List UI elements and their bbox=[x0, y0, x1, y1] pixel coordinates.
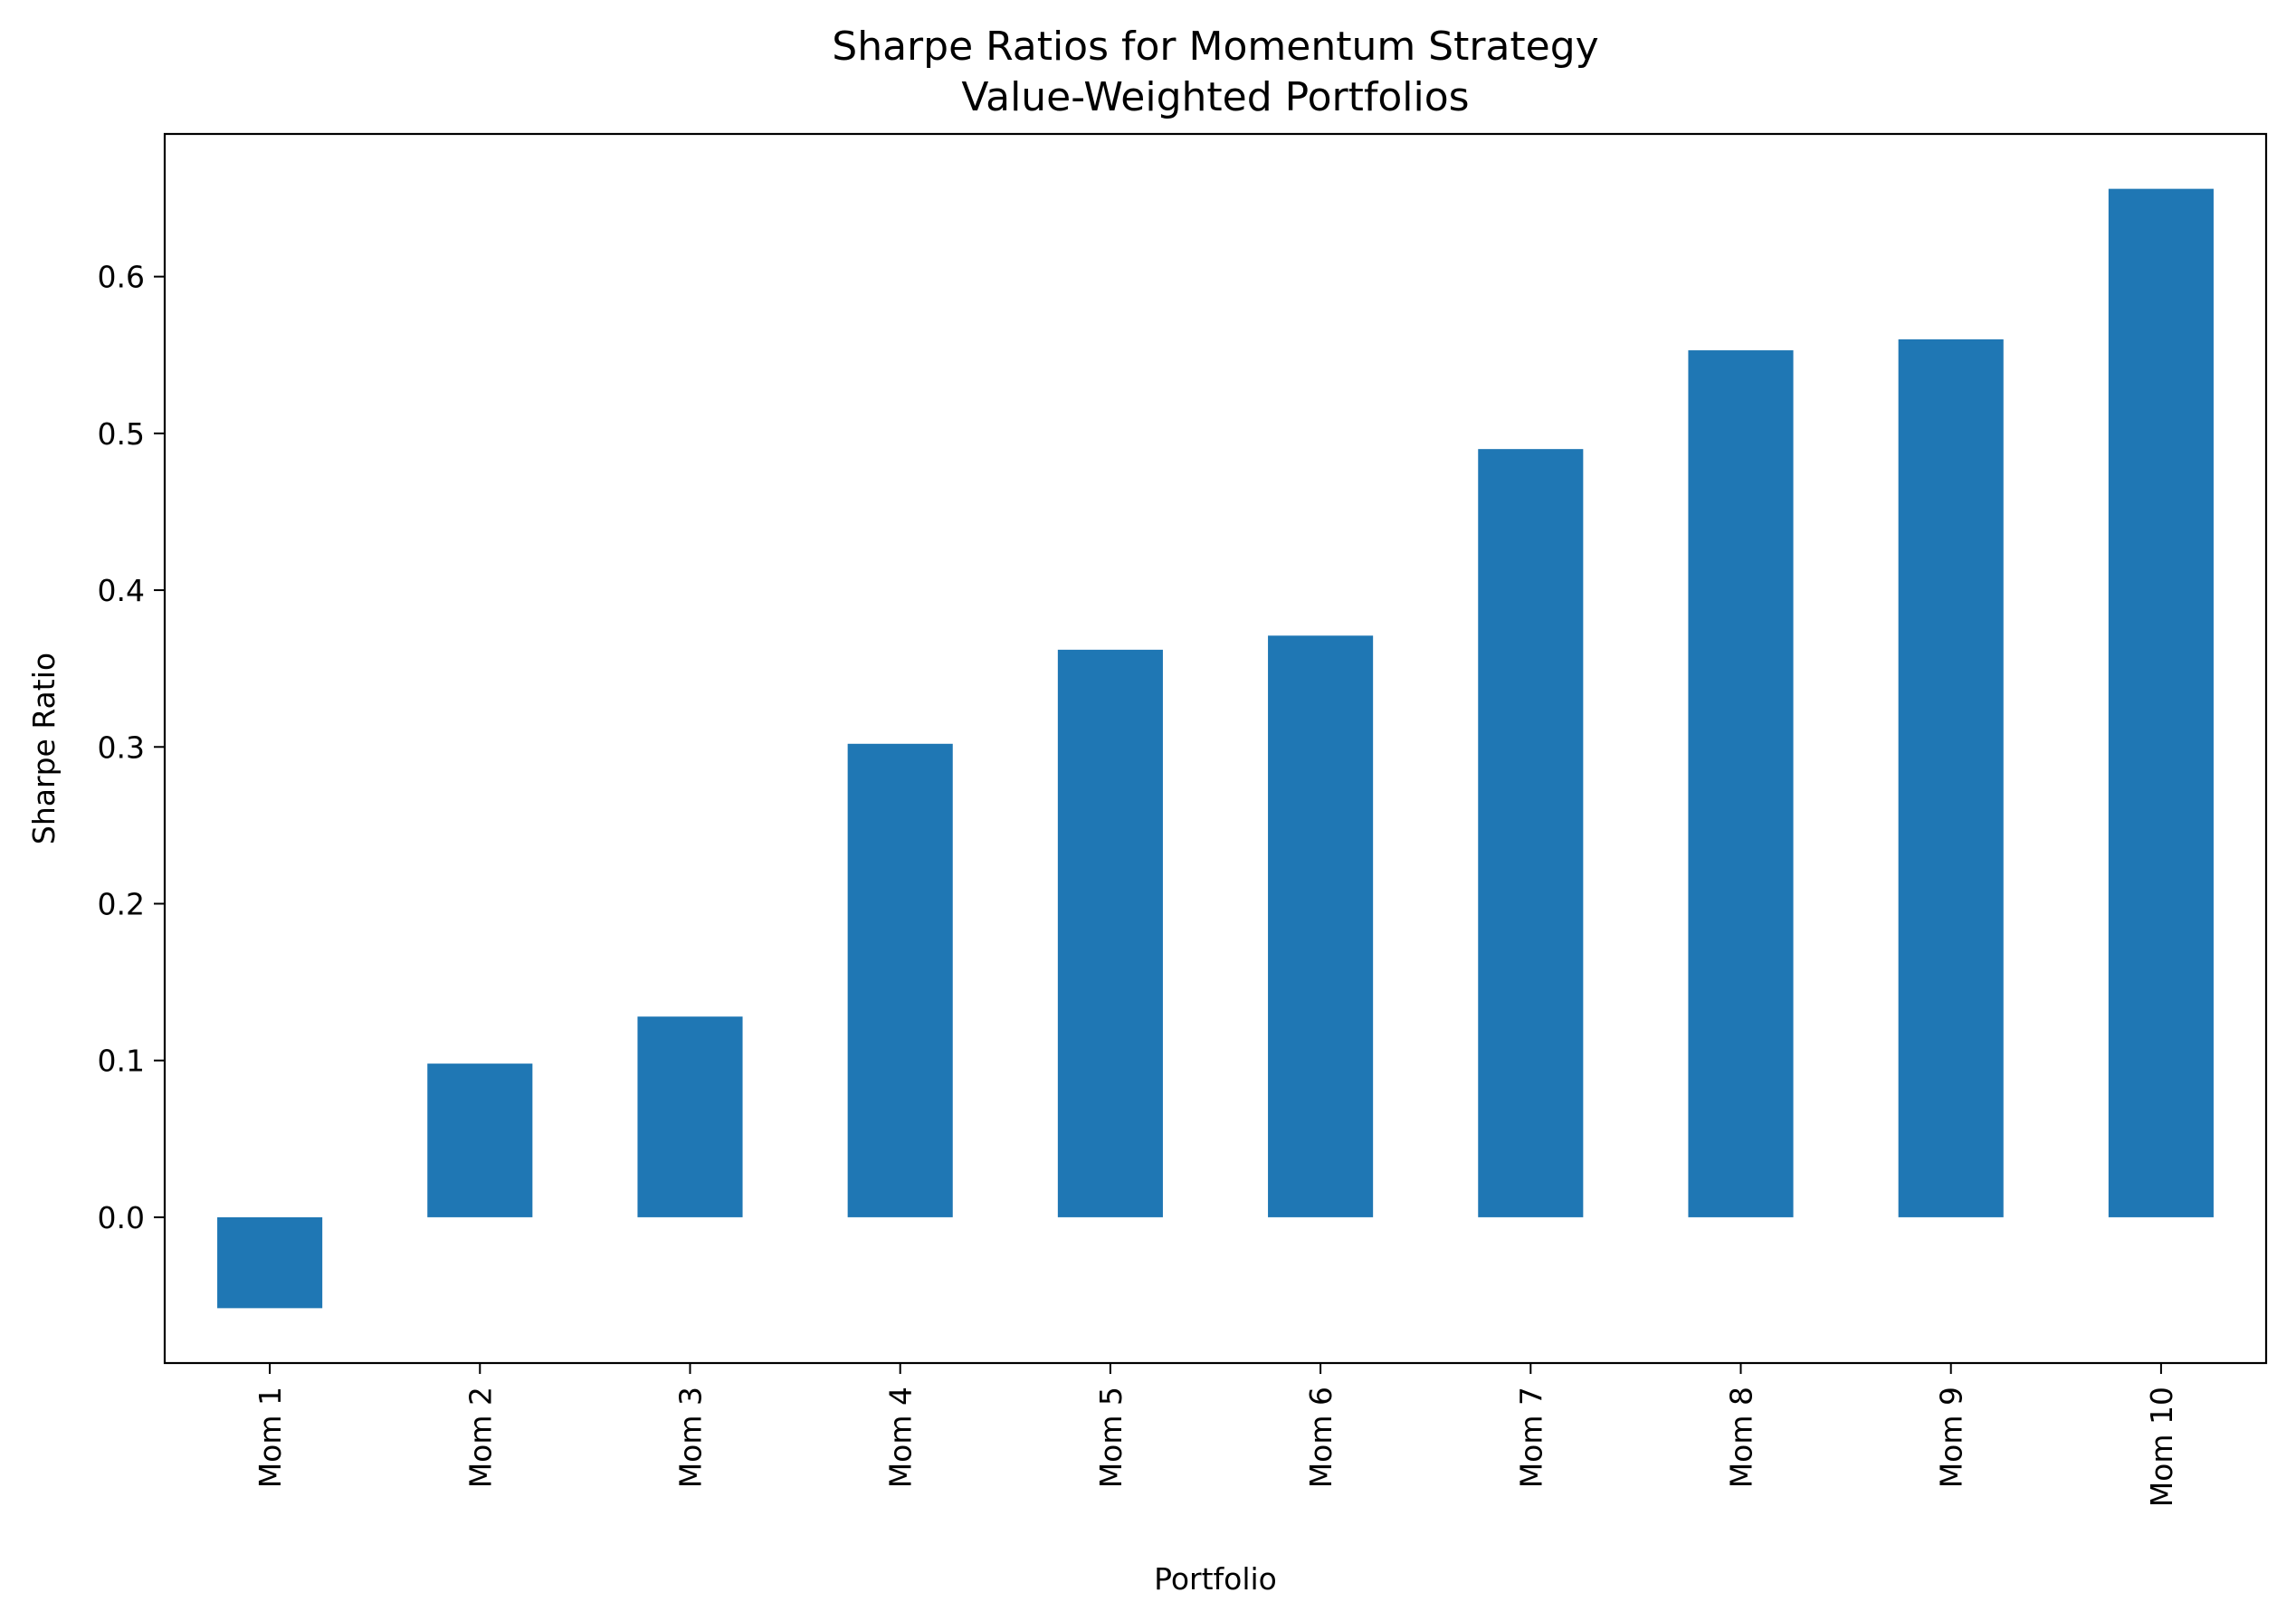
y-tick-label: 0.4 bbox=[98, 573, 145, 608]
y-tick-label: 0.3 bbox=[98, 729, 145, 765]
bar-4 bbox=[847, 743, 953, 1217]
x-axis: Mom 1 Mom 2 Mom 3 Mom 4 Mom 5 Mom 6 Mom 7 Mom 8… bbox=[252, 1363, 2179, 1507]
bar-7 bbox=[1478, 449, 1584, 1217]
bar-8 bbox=[1688, 350, 1794, 1217]
plot-frame bbox=[163, 132, 2268, 1365]
x-tick-label: Mom 10 bbox=[2144, 1387, 2179, 1507]
bar-1 bbox=[217, 1216, 323, 1309]
y-axis-label: Sharpe Ratio bbox=[26, 653, 62, 844]
bar-2 bbox=[427, 1063, 533, 1217]
x-tick-label: Mom 3 bbox=[673, 1387, 709, 1488]
bar-3 bbox=[637, 1016, 743, 1217]
x-tick-label: Mom 5 bbox=[1093, 1387, 1129, 1488]
x-tick-label: Mom 8 bbox=[1724, 1387, 1759, 1488]
bar-6 bbox=[1268, 635, 1374, 1217]
y-tick-label: 0.0 bbox=[98, 1200, 145, 1235]
x-tick-label: Mom 9 bbox=[1934, 1387, 1969, 1488]
x-tick-label: Mom 7 bbox=[1513, 1387, 1548, 1488]
x-axis-label: Portfolio bbox=[1154, 1561, 1277, 1597]
y-tick-label: 0.6 bbox=[98, 260, 145, 295]
chart-title: Sharpe Ratios for Momentum Strategy bbox=[832, 24, 1598, 70]
chart-subtitle: Value-Weighted Portfolios bbox=[961, 74, 1469, 120]
bars-group bbox=[217, 188, 2214, 1309]
x-tick-label: Mom 2 bbox=[462, 1387, 498, 1488]
bar-5 bbox=[1057, 649, 1163, 1217]
x-tick-label: Mom 4 bbox=[883, 1387, 919, 1488]
y-tick-label: 0.1 bbox=[98, 1044, 145, 1079]
y-axis: 0.0 0.1 0.2 0.3 0.4 0.5 0.6 bbox=[98, 260, 165, 1235]
bar-9 bbox=[1898, 339, 2004, 1217]
x-tick-label: Mom 6 bbox=[1303, 1387, 1339, 1488]
bar-10 bbox=[2108, 188, 2214, 1217]
y-tick-label: 0.2 bbox=[98, 886, 145, 921]
x-tick-label: Mom 1 bbox=[252, 1387, 288, 1488]
y-tick-label: 0.5 bbox=[98, 416, 145, 452]
